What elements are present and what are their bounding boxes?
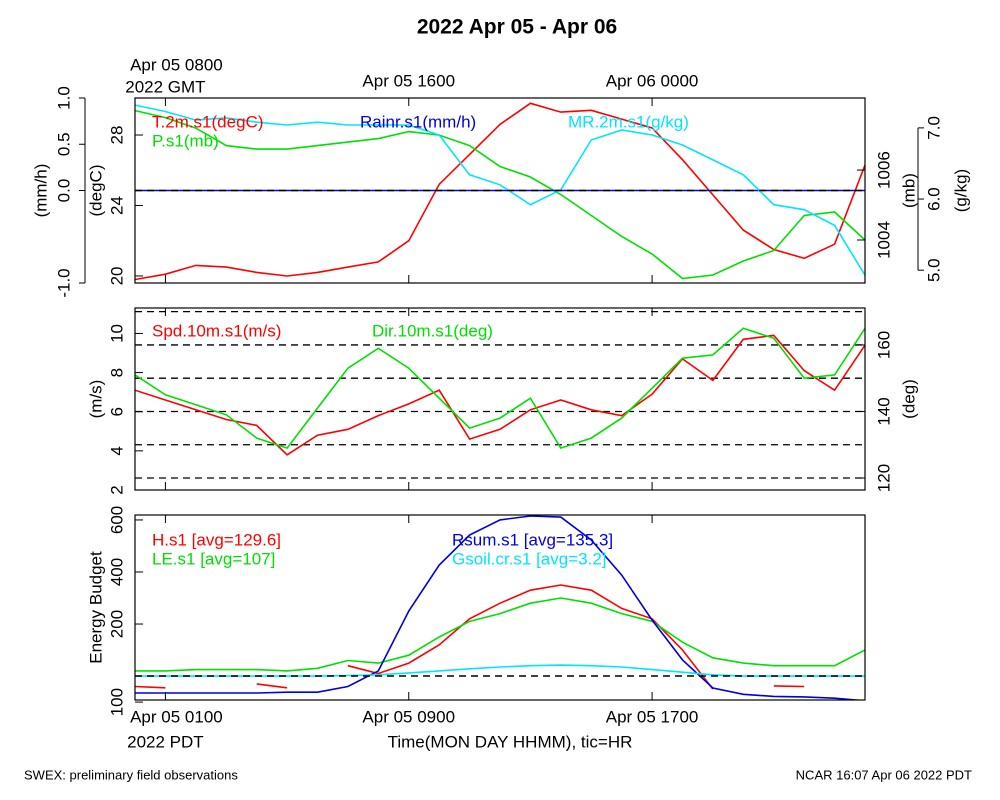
plot-frame [134,307,866,491]
x-axis-note: 2022 PDT [127,732,204,751]
series-line [135,597,865,672]
legend-label: MR.2m.s1(g/kg) [568,112,689,131]
legend-label: Spd.10m.s1(m/s) [152,321,281,340]
series-line [135,515,865,700]
y-axis-title: (m/s) [86,380,105,419]
series-line [135,102,865,281]
y-axis-title: (mm/h) [31,164,50,218]
series-line [135,334,865,456]
y-tick-label: 140 [874,397,893,425]
legend-label: Dir.10m.s1(deg) [372,321,493,340]
plot-frame [134,514,866,701]
x-axis-title: Time(MON DAY HHMM), tic=HR [388,732,633,751]
plot-area [135,515,865,700]
y-tick-label: 20 [107,266,126,285]
y-tick-label: 6 [107,407,126,416]
footer-right: NCAR 16:07 Apr 06 2022 PDT [796,767,972,782]
legend-label: Gsoil.cr.s1 [avg=3.2] [452,549,607,568]
legend-label: LE.s1 [avg=107] [152,549,275,568]
y-tick-label: 0.5 [54,132,73,156]
series-line [135,584,805,690]
y-axis-title: (g/kg) [951,169,970,212]
y-tick-label: 160 [874,331,893,359]
y-tick-label: 120 [874,464,893,492]
y-tick-label: 5.0 [924,258,943,282]
plot-area [135,327,865,456]
legend-label: P.s1(mb) [152,131,219,150]
y-tick-label: 400 [107,558,126,586]
x-axis-note: 2022 GMT [125,77,205,96]
y-tick-label: 10 [107,324,126,343]
series-line [135,109,865,280]
y-tick-label: 100 [107,688,126,716]
y-axis-title: (mb) [899,173,918,208]
y-tick-label: 600 [107,506,126,534]
y-axis-title: Energy Budget [86,551,105,664]
y-tick-label: 6.0 [924,187,943,211]
x-tick-label: Apr 06 0000 [606,71,699,90]
y-tick-label: 1006 [874,151,893,189]
legend-label: T.2m.s1(degC) [152,112,263,131]
legend-label: Rsum.s1 [avg=135.3] [452,530,613,549]
y-tick-label: 2 [107,485,126,494]
chart-title: 2022 Apr 05 - Apr 06 [417,16,617,39]
y-axis-title: (deg) [899,379,918,419]
y-tick-label: 0.0 [54,179,73,203]
x-tick-label: Apr 05 0800 [130,55,223,74]
series-line [135,327,865,450]
y-axis-title: (degC) [86,165,105,217]
x-tick-label: Apr 05 0900 [362,707,455,726]
y-tick-label: 7.0 [924,116,943,140]
y-tick-label: 1004 [874,221,893,259]
y-tick-label: 8 [107,368,126,377]
x-tick-label: Apr 05 1700 [606,707,699,726]
y-tick-label: 200 [107,610,126,638]
y-tick-label: 4 [107,446,126,455]
y-tick-label: -1.0 [54,268,73,297]
x-tick-label: Apr 05 1600 [362,71,455,90]
y-tick-label: 28 [107,126,126,145]
y-tick-label: 24 [107,196,126,215]
x-tick-label: Apr 05 0100 [130,707,223,726]
y-tick-label: 1.0 [54,86,73,110]
series-line [135,104,865,276]
series-line [135,664,865,677]
legend-label: Rainr.s1(mm/h) [360,112,476,131]
legend-label: H.s1 [avg=129.6] [152,530,281,549]
footer-left: SWEX: preliminary field observations [24,767,238,782]
plot-frame [134,97,866,284]
